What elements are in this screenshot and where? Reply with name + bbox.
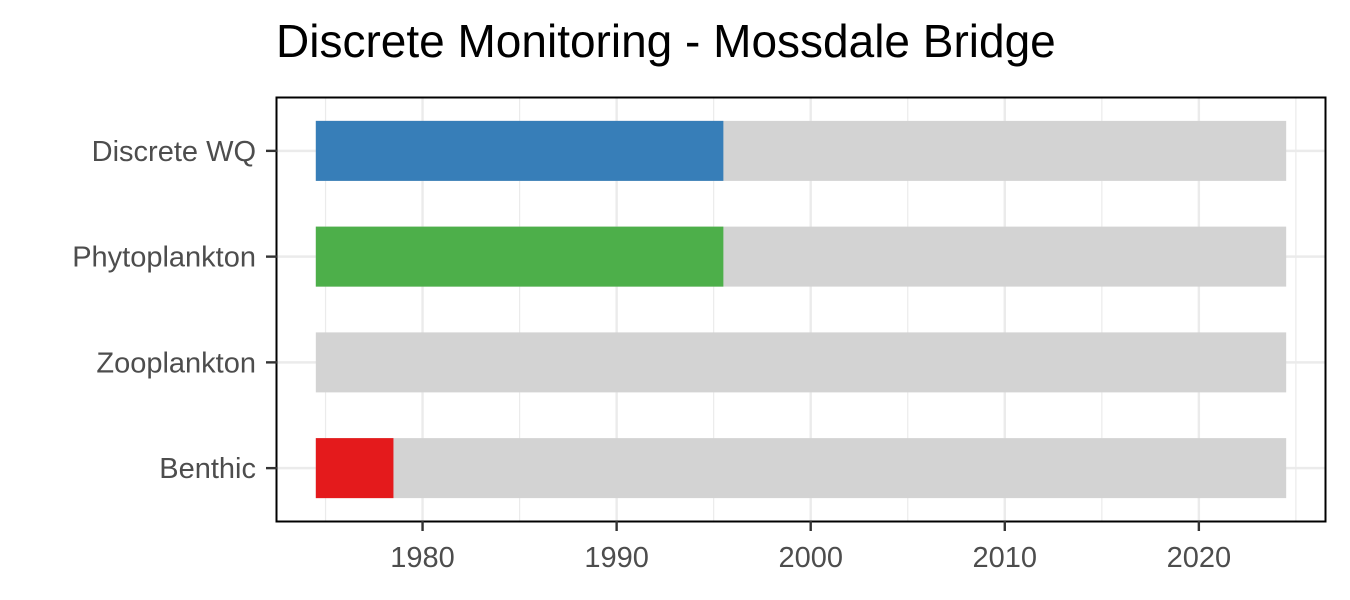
- chart-title: Discrete Monitoring - Mossdale Bridge: [276, 15, 1056, 67]
- background-bar: [315, 332, 1287, 393]
- data-bar: [315, 120, 724, 181]
- data-bars: [315, 120, 724, 499]
- data-bar: [315, 226, 724, 287]
- plot-panel-border: [275, 96, 1327, 523]
- x-tick-label: 1990: [584, 542, 649, 574]
- y-tick-label: Benthic: [159, 453, 256, 485]
- y-tick-label: Phytoplankton: [72, 242, 256, 274]
- x-tick-label: 2010: [973, 542, 1038, 574]
- background-bar: [315, 438, 1287, 499]
- x-tick-label: 2020: [1167, 542, 1232, 574]
- y-tick-label: Zooplankton: [96, 347, 256, 379]
- y-tick-label: Discrete WQ: [92, 136, 256, 168]
- y-axis: Discrete WQ Phytoplankton Zooplankton Benth…: [72, 136, 277, 485]
- x-tick-label: 1980: [390, 542, 455, 574]
- data-bar: [315, 438, 394, 499]
- x-tick-label: 2000: [778, 542, 843, 574]
- x-axis: 1980 1990 2000 2010 2020: [390, 521, 1231, 574]
